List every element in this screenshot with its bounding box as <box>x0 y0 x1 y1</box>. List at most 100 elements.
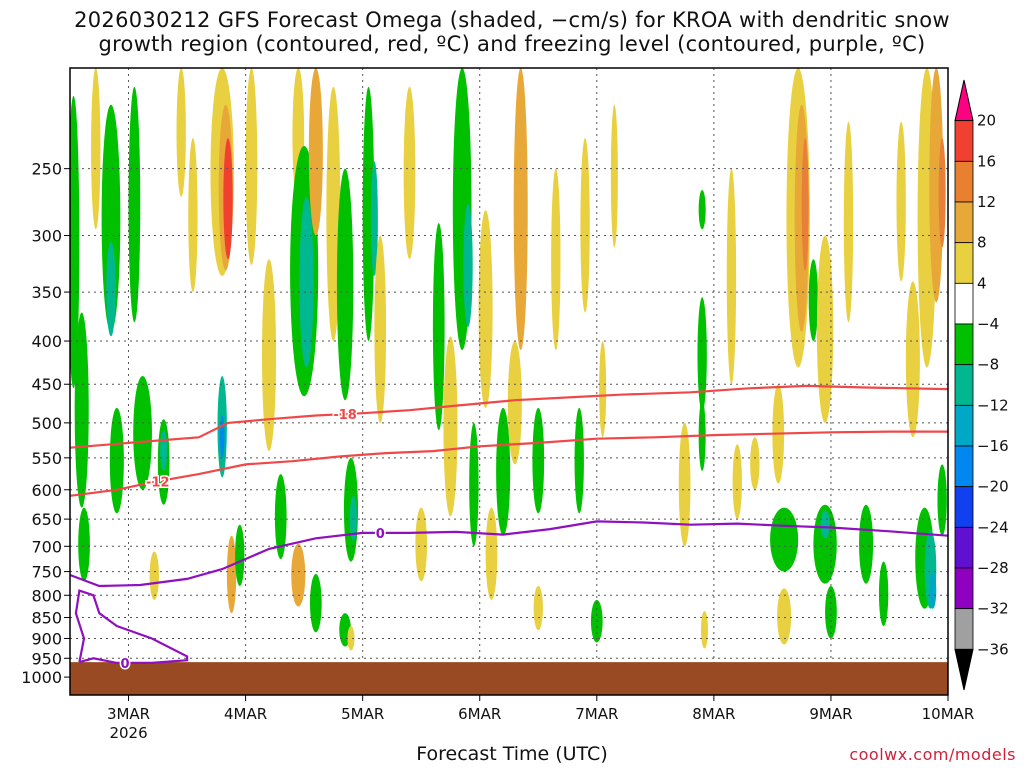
omega-blob <box>274 474 287 560</box>
omega-blob <box>463 203 473 328</box>
omega-blob <box>308 68 323 236</box>
omega-blob <box>777 588 792 645</box>
omega-blob <box>929 68 944 303</box>
contour-label: -18 <box>333 408 357 423</box>
omega-blob <box>133 375 152 490</box>
colorbar-swatch <box>954 201 974 244</box>
omega-blob <box>599 341 607 438</box>
contour-label: 0 <box>376 527 385 542</box>
omega-blob <box>374 235 387 423</box>
omega-blob <box>349 495 357 542</box>
y-tick-label: 300 <box>31 227 62 246</box>
colorbar-swatch <box>954 526 974 569</box>
y-tick-label: 600 <box>31 481 62 500</box>
x-tick-label: 8MAR <box>692 705 735 723</box>
x-axis-label: Forecast Time (UTC) <box>416 743 608 765</box>
omega-blob <box>106 241 116 337</box>
omega-blob <box>808 259 819 342</box>
colorbar-label: −36 <box>977 640 1009 658</box>
y-tick-label: 950 <box>31 649 62 668</box>
contour-layer: -18 -12 0 0 <box>70 384 948 673</box>
y-tick-label: 700 <box>31 537 62 556</box>
plot-border <box>69 67 949 696</box>
colorbar-swatch <box>954 648 974 691</box>
omega-blob <box>732 444 742 520</box>
omega-blob <box>816 235 834 423</box>
omega-blob <box>697 297 707 412</box>
omega-blob <box>219 415 225 458</box>
contour-label: 0 <box>120 657 129 672</box>
omega-shading-layer <box>70 68 947 651</box>
colorbar-swatch <box>954 364 974 406</box>
y-tick-label: 1000 <box>21 668 62 687</box>
ground-fill <box>70 662 948 695</box>
ground-layer <box>70 662 948 695</box>
omega-blob <box>299 196 314 368</box>
omega-blob <box>128 86 141 323</box>
y-tick-label: 350 <box>31 283 62 302</box>
omega-blob <box>78 507 90 582</box>
y-tick-label: 850 <box>31 608 62 627</box>
omega-blob <box>188 138 198 293</box>
y-tick-label: 550 <box>31 449 62 468</box>
omega-blob <box>896 121 906 282</box>
omega-blob <box>226 535 237 614</box>
omega-blob <box>176 68 186 197</box>
omega-blob <box>245 68 258 265</box>
omega-blob <box>443 336 458 517</box>
omega-blob <box>149 551 159 600</box>
colorbar-swatch <box>954 404 974 447</box>
omega-blob <box>700 610 709 649</box>
contour-label: -12 <box>146 475 170 490</box>
x-tick-label: 4MAR <box>224 705 267 723</box>
omega-blob <box>678 422 691 547</box>
omega-blob <box>403 86 416 260</box>
omega-blob <box>261 259 277 452</box>
colorbar-label: −24 <box>977 518 1009 536</box>
y-tick-label: 900 <box>31 629 62 648</box>
omega-blob <box>74 312 89 508</box>
colorbar-label: 16 <box>977 152 996 170</box>
omega-blob <box>326 86 341 342</box>
contour-line <box>74 589 189 664</box>
colorbar-label: 12 <box>977 193 996 211</box>
omega-blob <box>336 168 354 401</box>
x-tick-label: 9MAR <box>809 705 852 723</box>
plot-frame <box>69 67 949 696</box>
colorbar-label: −20 <box>977 478 1009 496</box>
colorbar-swatch <box>954 160 974 203</box>
grid-layer <box>70 68 948 695</box>
omega-blob <box>820 510 830 539</box>
colorbar-label: 4 <box>977 274 987 292</box>
credit-link[interactable]: coolwx.com/models <box>849 745 1016 764</box>
omega-blob <box>929 571 937 609</box>
colorbar-swatch <box>954 608 974 650</box>
contour-line <box>70 384 948 449</box>
omega-blob <box>362 86 375 342</box>
chart-title-line-2: growth region (contoured, red, ºC) and f… <box>98 32 926 56</box>
colorbar-swatch <box>954 567 974 610</box>
omega-blob <box>91 68 101 230</box>
colorbar-swatch <box>954 282 974 325</box>
colorbar-swatch <box>954 323 974 366</box>
omega-blob <box>878 561 889 627</box>
omega-blob <box>160 430 168 471</box>
omega-blob <box>432 223 445 431</box>
colorbar-label: −28 <box>977 559 1009 577</box>
colorbar-swatch <box>954 242 974 284</box>
contour-line <box>70 430 948 497</box>
omega-blob <box>415 507 428 582</box>
colorbar-swatch <box>954 445 974 488</box>
omega-blob <box>109 407 124 514</box>
colorbar-swatch <box>954 486 974 528</box>
omega-blob <box>610 104 618 248</box>
omega-blob <box>370 161 378 276</box>
omega-blob <box>698 190 706 230</box>
y-axis: 250 300 350 400 450 500 550 600 650 700 750 800 850 9… <box>21 160 70 687</box>
omega-blob <box>750 437 760 490</box>
omega-blob <box>938 138 946 248</box>
omega-blob <box>235 524 245 586</box>
